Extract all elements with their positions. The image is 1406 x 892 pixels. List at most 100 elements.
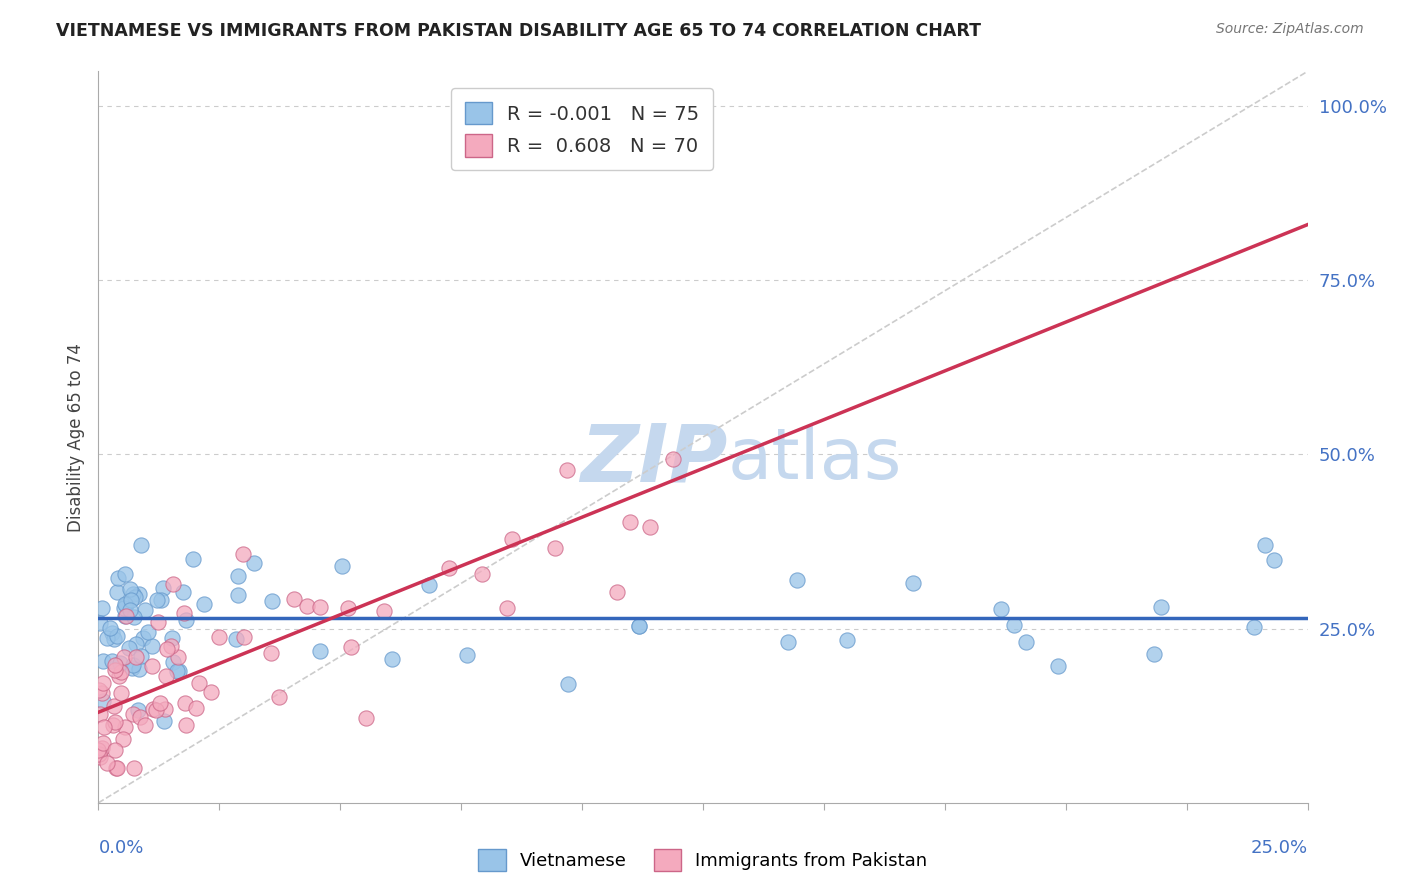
Point xyxy=(105,629,128,643)
Point xyxy=(501,533,523,547)
Point xyxy=(173,606,195,620)
Point xyxy=(121,661,143,675)
Point xyxy=(778,634,800,648)
Point xyxy=(837,632,859,647)
Point xyxy=(152,581,174,595)
Point xyxy=(1002,618,1025,632)
Point xyxy=(149,592,172,607)
Point xyxy=(101,718,124,732)
Point xyxy=(122,761,145,775)
Point xyxy=(114,597,136,611)
Point xyxy=(122,657,145,672)
Point xyxy=(114,608,136,623)
Point xyxy=(174,696,197,710)
Point xyxy=(184,701,207,715)
Point xyxy=(114,566,136,581)
Point xyxy=(619,515,641,529)
Point xyxy=(159,639,181,653)
Point xyxy=(336,600,359,615)
Point xyxy=(418,578,440,592)
Point xyxy=(146,615,169,630)
Point xyxy=(232,547,254,561)
Point xyxy=(125,637,148,651)
Legend: R = -0.001   N = 75, R =  0.608   N = 70: R = -0.001 N = 75, R = 0.608 N = 70 xyxy=(451,88,713,170)
Point xyxy=(124,590,146,604)
Point xyxy=(120,582,142,597)
Point xyxy=(242,556,264,570)
Point xyxy=(557,677,579,691)
Point xyxy=(108,669,131,683)
Point xyxy=(557,463,579,477)
Point xyxy=(91,601,114,615)
Point xyxy=(112,600,135,615)
Point xyxy=(131,648,153,663)
Point xyxy=(91,655,114,669)
Point xyxy=(786,573,808,587)
Point xyxy=(226,588,249,602)
Point xyxy=(146,592,169,607)
Point xyxy=(153,714,176,729)
Point xyxy=(1253,538,1275,552)
Point xyxy=(330,559,353,574)
Point xyxy=(104,761,127,775)
Point xyxy=(544,541,567,556)
Y-axis label: Disability Age 65 to 74: Disability Age 65 to 74 xyxy=(66,343,84,532)
Point xyxy=(200,684,222,698)
Point xyxy=(136,624,159,639)
Point xyxy=(153,702,176,716)
Point xyxy=(103,632,125,647)
Point xyxy=(87,682,110,697)
Point xyxy=(638,520,661,534)
Point xyxy=(90,686,112,700)
Point xyxy=(122,587,145,601)
Point xyxy=(107,571,129,585)
Point xyxy=(233,630,256,644)
Point xyxy=(125,650,148,665)
Point xyxy=(120,592,142,607)
Point xyxy=(115,608,138,623)
Point xyxy=(114,720,136,734)
Point xyxy=(1263,552,1285,566)
Point xyxy=(149,696,172,710)
Point xyxy=(91,694,114,708)
Text: ZIP: ZIP xyxy=(579,420,727,498)
Point xyxy=(295,599,318,613)
Point xyxy=(118,640,141,655)
Text: atlas: atlas xyxy=(727,425,901,493)
Point xyxy=(112,732,135,747)
Point xyxy=(118,603,141,617)
Point xyxy=(101,625,124,640)
Point xyxy=(496,601,519,615)
Point xyxy=(105,761,128,775)
Point xyxy=(100,654,122,668)
Point xyxy=(89,615,111,630)
Point xyxy=(105,585,128,599)
Point xyxy=(903,575,925,590)
Point xyxy=(96,756,118,771)
Point xyxy=(155,669,177,683)
Point xyxy=(207,630,229,644)
Point xyxy=(354,710,377,724)
Point xyxy=(89,707,111,722)
Point xyxy=(87,742,110,756)
Point xyxy=(193,597,215,611)
Point xyxy=(104,715,127,730)
Point xyxy=(112,649,135,664)
Point xyxy=(166,664,188,678)
Point xyxy=(162,577,184,591)
Point xyxy=(167,650,190,665)
Point xyxy=(127,703,149,717)
Point xyxy=(269,690,291,705)
Point xyxy=(91,741,114,756)
Point xyxy=(87,747,110,761)
Point xyxy=(96,631,118,645)
Point xyxy=(381,652,404,666)
Point xyxy=(89,749,111,764)
Point xyxy=(283,591,305,606)
Text: 25.0%: 25.0% xyxy=(1250,839,1308,857)
Point xyxy=(145,703,167,717)
Point xyxy=(93,720,115,734)
Point xyxy=(128,709,150,723)
Point xyxy=(262,594,284,608)
Point xyxy=(627,619,650,633)
